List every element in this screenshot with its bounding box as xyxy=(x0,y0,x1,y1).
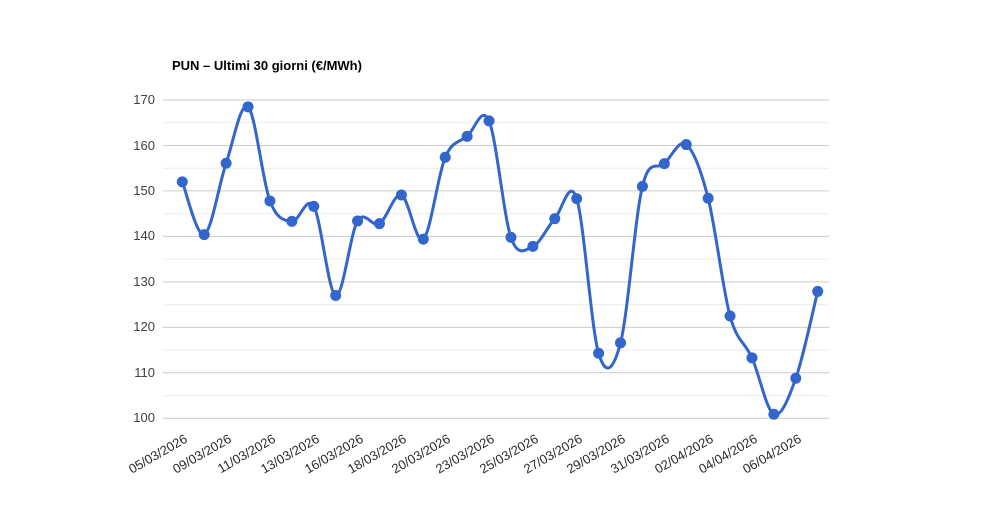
data-point[interactable] xyxy=(286,215,298,227)
data-point[interactable] xyxy=(680,139,692,151)
data-point[interactable] xyxy=(746,352,758,364)
data-point[interactable] xyxy=(790,372,802,384)
data-point[interactable] xyxy=(505,231,517,243)
data-point[interactable] xyxy=(264,195,276,207)
y-axis-label: 100 xyxy=(133,410,155,426)
data-point[interactable] xyxy=(527,240,539,252)
data-point[interactable] xyxy=(373,218,385,230)
data-point[interactable] xyxy=(483,115,495,127)
data-point[interactable] xyxy=(724,310,736,322)
data-point[interactable] xyxy=(658,158,670,170)
data-point[interactable] xyxy=(352,215,364,227)
chart-title: PUN – Ultimi 30 giorni (€/MWh) xyxy=(172,58,362,73)
data-point[interactable] xyxy=(198,229,210,241)
data-point[interactable] xyxy=(593,347,605,359)
y-axis-label: 130 xyxy=(133,273,155,289)
y-axis-label: 170 xyxy=(133,92,155,107)
data-point[interactable] xyxy=(636,180,648,192)
data-point[interactable] xyxy=(176,176,188,188)
data-point[interactable] xyxy=(417,233,429,245)
y-axis-label: 150 xyxy=(133,182,155,198)
data-point[interactable] xyxy=(308,200,320,212)
y-axis-label: 140 xyxy=(133,228,155,244)
data-point[interactable] xyxy=(461,130,473,142)
data-point[interactable] xyxy=(571,193,583,205)
data-point[interactable] xyxy=(615,337,627,349)
y-axis-label: 160 xyxy=(133,137,155,153)
data-point[interactable] xyxy=(768,408,780,420)
data-point[interactable] xyxy=(549,213,561,225)
data-point[interactable] xyxy=(220,157,232,169)
data-point[interactable] xyxy=(330,290,342,302)
y-axis-label: 110 xyxy=(134,364,155,380)
data-point[interactable] xyxy=(702,192,714,204)
y-axis-label: 120 xyxy=(133,319,155,335)
data-point[interactable] xyxy=(439,151,451,163)
data-point[interactable] xyxy=(395,189,407,201)
data-point[interactable] xyxy=(812,285,824,297)
series-line xyxy=(180,104,820,416)
data-point[interactable] xyxy=(242,101,254,113)
